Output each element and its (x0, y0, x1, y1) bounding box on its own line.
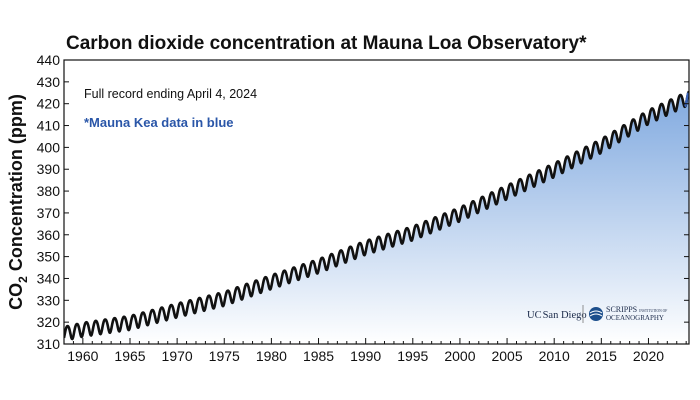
scripps-logo: SCRIPPS INSTITUTION OF OCEANOGRAPHY (589, 305, 667, 322)
y-tick-label: 440 (37, 52, 61, 68)
scripps-logo-line2: OCEANOGRAPHY (606, 314, 664, 322)
x-tick-label: 1990 (350, 348, 381, 364)
x-tick-label: 2005 (491, 348, 522, 364)
ucsd-logo: UCSan Diego (527, 310, 587, 321)
x-tick-label: 1965 (114, 348, 145, 364)
x-tick-label: 1960 (67, 348, 98, 364)
x-tick-label: 1985 (303, 348, 334, 364)
y-tick-label: 410 (37, 118, 61, 134)
y-tick-label: 310 (37, 336, 61, 352)
ucsd-logo-name: San Diego (543, 310, 587, 321)
y-axis-label: CO2 Concentration (ppm) (6, 94, 30, 310)
y-tick-label: 370 (37, 205, 61, 221)
x-tick-label: 2015 (586, 348, 617, 364)
y-tick-label: 320 (37, 314, 61, 330)
co2-series-line (64, 90, 689, 341)
y-axis-label-rest: Concentration (ppm) (6, 94, 26, 276)
chart-title: Carbon dioxide concentration at Mauna Lo… (66, 33, 587, 54)
y-tick-label: 430 (37, 74, 61, 90)
y-tick-label: 330 (37, 292, 61, 308)
y-tick-label: 360 (37, 227, 61, 243)
y-tick-label: 390 (37, 161, 61, 177)
x-tick-label: 1980 (256, 348, 287, 364)
x-axis-ticks: 1960 1965 1970 1975 1980 1985 1990 1995 2000 2005… (63, 338, 687, 364)
x-tick-label: 1970 (162, 348, 193, 364)
record-annotation: Full record ending April 4, 2024 (84, 87, 257, 101)
scripps-logo-line1: SCRIPPS (606, 305, 637, 314)
plot-area (64, 90, 689, 344)
y-axis-label-main: CO (6, 283, 26, 310)
ucsd-logo-prefix: UC (527, 310, 542, 321)
plot-frame (63, 59, 690, 345)
area-fill (64, 91, 689, 344)
x-tick-label: 2020 (633, 348, 664, 364)
x-tick-label: 2010 (539, 348, 570, 364)
y-axis-label-subscript: 2 (16, 276, 30, 283)
y-tick-label: 350 (37, 249, 61, 265)
x-tick-label: 1995 (397, 348, 428, 364)
y-tick-label: 340 (37, 270, 61, 286)
mauna-kea-annotation: *Mauna Kea data in blue (84, 115, 234, 130)
svg-text:UCSan Diego: UCSan Diego (527, 310, 587, 321)
scripps-logo-small: INSTITUTION OF (639, 309, 667, 313)
y-axis-ticks: 310 320 330 340 350 360 370 380 390 400 410 420 430 4… (37, 52, 689, 352)
y-tick-label: 420 (37, 96, 61, 112)
y-tick-label: 400 (37, 139, 61, 155)
y-tick-label: 380 (37, 183, 61, 199)
x-tick-label: 1975 (209, 348, 240, 364)
x-tick-label: 2000 (444, 348, 475, 364)
mauna-kea-series-line (684, 92, 689, 108)
